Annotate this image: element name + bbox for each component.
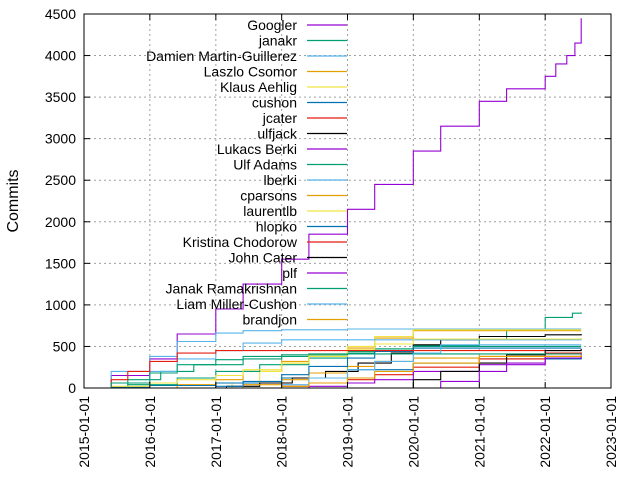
legend-label-john-cater: John Cater <box>229 250 298 266</box>
y-tick-label: 3500 <box>45 89 76 105</box>
series-line-kristina-chodorow <box>94 350 582 389</box>
y-tick-label: 2500 <box>45 172 76 188</box>
legend-label-janak-ramakrishnan: Janak Ramakrishnan <box>165 281 297 297</box>
y-axis: 0 500 1000 1500 2000 2500 3000 3500 4000 4500 <box>45 6 611 396</box>
legend-label-hlopko: hlopko <box>256 219 297 235</box>
series-line-janak-ramakrishnan <box>94 353 582 389</box>
x-tick-label: 2015-01-01 <box>76 396 92 468</box>
series-layer <box>94 18 582 389</box>
legend-label-liam-miller-cushon: Liam Miller-Cushon <box>176 296 297 312</box>
series-line-googler <box>94 18 582 389</box>
legend-label-ulfjack: ulfjack <box>257 126 298 142</box>
legend-label-damien-martin-guillerez: Damien Martin-Guillerez <box>146 48 297 64</box>
x-tick-label: 2022-01-01 <box>537 396 553 468</box>
y-tick-label: 500 <box>53 338 77 354</box>
legend-label-plf: plf <box>282 265 297 281</box>
y-tick-label: 3000 <box>45 131 76 147</box>
x-tick-label: 2019-01-01 <box>340 396 356 468</box>
legend-label-kristina-chodorow: Kristina Chodorow <box>183 234 298 250</box>
legend-label-laurentlb: laurentlb <box>243 203 297 219</box>
x-tick-label: 2021-01-01 <box>471 396 487 468</box>
legend-label-brandjon: brandjon <box>243 312 298 328</box>
y-tick-label: 0 <box>68 380 76 396</box>
grid-layer <box>84 14 611 388</box>
legend-label-janakr: janakr <box>258 33 297 49</box>
legend-label-ulf-adams: Ulf Adams <box>233 157 297 173</box>
legend-label-cparsons: cparsons <box>240 188 297 204</box>
y-tick-label: 1500 <box>45 255 76 271</box>
y-axis-label: Commits <box>5 169 22 232</box>
x-axis: 2015-01-01 2016-01-01 2017-01-01 2018-01-01… <box>76 14 619 468</box>
y-tick-label: 2000 <box>45 214 76 230</box>
x-tick-label: 2023-01-01 <box>603 396 619 468</box>
legend-label-lukacs-berki: Lukacs Berki <box>217 141 297 157</box>
x-tick-label: 2017-01-01 <box>208 396 224 468</box>
y-tick-label: 4500 <box>45 6 76 22</box>
legend-label-laszlo-csomor: Laszlo Csomor <box>204 64 298 80</box>
series-line-ulf-adams <box>94 345 582 389</box>
y-tick-label: 4000 <box>45 48 76 64</box>
legend-label-lberki: lberki <box>264 172 297 188</box>
y-tick-label: 1000 <box>45 297 76 313</box>
x-tick-label: 2016-01-01 <box>142 396 158 468</box>
legend-label-googler: Googler <box>247 17 297 33</box>
legend-label-klaus-aehlig: Klaus Aehlig <box>220 79 297 95</box>
x-tick-label: 2018-01-01 <box>274 396 290 468</box>
legend-label-cushon: cushon <box>252 95 297 111</box>
legend-label-jcater: jcater <box>262 110 298 126</box>
x-tick-label: 2020-01-01 <box>405 396 421 468</box>
